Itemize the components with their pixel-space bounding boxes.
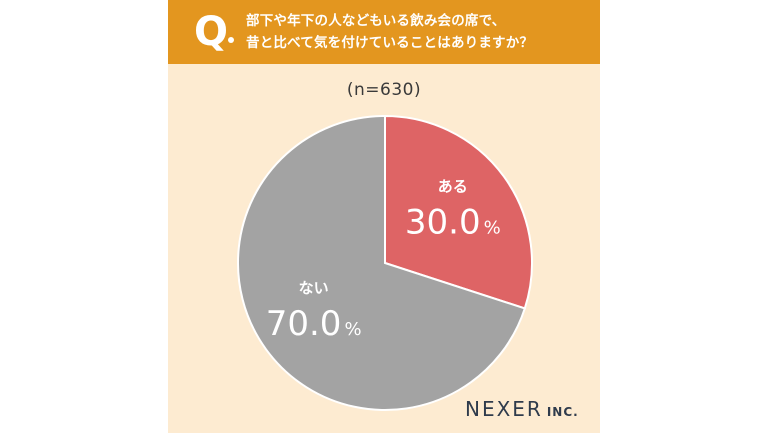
slice-label-1: ない xyxy=(299,279,329,297)
question-mark-dot xyxy=(228,37,234,43)
pie-slice-0 xyxy=(384,114,533,310)
pie-slice-1 xyxy=(237,114,527,411)
question-mark: Q xyxy=(194,9,229,55)
logo-main: NEXER xyxy=(465,397,543,421)
question-text: 部下や年下の人などもいる飲み会の席で、 昔と比べて気を付けていることはありますか… xyxy=(246,10,591,54)
question-line-2: 昔と比べて気を付けていることはありますか？ xyxy=(246,35,534,51)
chart-card: Q 部下や年下の人などもいる飲み会の席で、 昔と比べて気を付けていることはありま… xyxy=(168,0,600,433)
slice-value-0: 30.0% xyxy=(405,203,501,243)
pie-chart: ある 30.0 % ない 70.0% xyxy=(237,114,533,411)
nexer-logo: NEXER INC. xyxy=(465,397,579,421)
question-banner: Q 部下や年下の人などもいる飲み会の席で、 昔と比べて気を付けていることはありま… xyxy=(168,0,600,64)
logo-sub: INC. xyxy=(546,405,579,419)
question-line-1: 部下や年下の人などもいる飲み会の席で、 xyxy=(246,13,506,29)
slice-value-1: 70.0% xyxy=(266,304,362,344)
slice-label-0: ある xyxy=(438,178,468,196)
sample-size: (n=630) xyxy=(346,80,422,100)
